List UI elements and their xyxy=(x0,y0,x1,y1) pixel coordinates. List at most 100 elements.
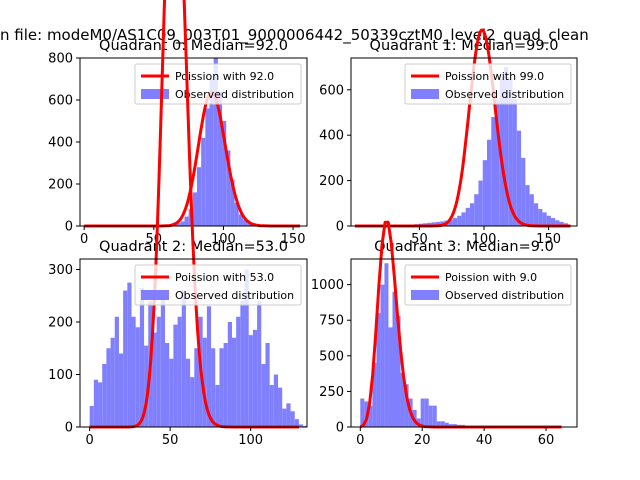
histogram-bar xyxy=(252,329,258,427)
histogram-bar xyxy=(431,222,436,226)
legend-box xyxy=(404,63,572,105)
x-tick-label: 50 xyxy=(411,232,428,247)
histogram-bar xyxy=(269,385,274,427)
legend-label-poisson: Poission with 53.0 xyxy=(175,271,274,284)
histogram-bar xyxy=(89,406,94,427)
poisson-curve xyxy=(354,28,571,228)
histogram-bar xyxy=(227,322,232,427)
histogram-bar xyxy=(230,179,235,226)
histogram-bar xyxy=(222,121,227,226)
legend: Poission with 9.0 Observed distribution xyxy=(404,264,572,306)
histogram-bar xyxy=(160,298,166,427)
histogram-bar xyxy=(282,408,287,427)
legend: Poission with 99.0 Observed distribution xyxy=(404,63,572,105)
histogram-bar xyxy=(114,316,119,427)
x-tick-label: 100 xyxy=(472,232,497,247)
histogram-bar xyxy=(372,362,377,427)
y-tick-label: 600 xyxy=(319,83,344,98)
histogram-bar xyxy=(278,387,283,427)
histogram-bar xyxy=(131,316,136,427)
histogram-bar xyxy=(102,364,107,427)
histogram-bar xyxy=(465,207,470,226)
histogram-bar xyxy=(521,157,526,226)
histogram-bar xyxy=(376,313,381,427)
histogram-bar xyxy=(550,218,556,226)
histogram-bar xyxy=(240,301,245,427)
histogram-bar xyxy=(139,287,145,427)
y-tick-label: 800 xyxy=(48,52,73,67)
y-tick-label: 300 xyxy=(48,263,73,278)
histogram-bar xyxy=(303,425,308,427)
histogram-bar xyxy=(173,324,178,427)
histogram-bar xyxy=(461,212,466,226)
histogram-bar xyxy=(209,79,214,226)
legend-box xyxy=(134,63,302,105)
histogram-bar xyxy=(533,203,539,226)
histogram-bar xyxy=(169,358,174,427)
histogram-bar xyxy=(525,185,530,226)
subplot-quadrant-0: Quadrant 0: Median=92.00 50 100 15002004006… xyxy=(48,38,308,247)
legend: Poission with 92.0 Observed distribution xyxy=(134,63,302,105)
histogram-bar xyxy=(491,117,496,226)
legend-bar-swatch xyxy=(141,89,169,99)
y-tick-label: 400 xyxy=(48,136,73,151)
y-tick-label: 250 xyxy=(319,385,344,400)
subplot-title: Quadrant 3: Median=9.0 xyxy=(374,239,554,255)
subplot-title: Quadrant 0: Median=92.0 xyxy=(99,38,288,54)
y-tick-label: 750 xyxy=(319,314,344,329)
y-tick-label: 200 xyxy=(48,178,73,193)
histogram-bar xyxy=(428,405,433,427)
histogram-bar xyxy=(219,348,224,427)
histogram-bar xyxy=(192,192,197,226)
legend-label-observed: Observed distribution xyxy=(445,289,564,302)
figure-title: n file: modeM0/AS1C09_003T01_9000006442_… xyxy=(0,26,589,45)
histogram-bar xyxy=(213,58,218,226)
subplot-quadrant-3: Quadrant 3: Median=9.00 20 40 6002505007501… xyxy=(311,220,578,448)
histogram-bar xyxy=(400,372,405,427)
histogram-bar xyxy=(495,98,500,226)
histogram-bar xyxy=(538,208,543,226)
subplot-title: Quadrant 1: Median=99.0 xyxy=(370,38,559,54)
histogram-bar xyxy=(555,220,560,226)
histogram-bar xyxy=(223,343,228,427)
histogram-bar xyxy=(384,263,389,427)
histogram-bar xyxy=(427,222,432,226)
histogram-bar xyxy=(180,221,185,226)
histogram-bar xyxy=(211,348,216,427)
histogram-bar xyxy=(185,358,191,427)
histogram-bar xyxy=(106,348,111,427)
legend: Poission with 53.0 Observed distribution xyxy=(134,264,302,306)
histogram-bar xyxy=(118,353,124,427)
histogram-bar xyxy=(448,219,453,226)
histogram-bar xyxy=(516,130,522,226)
x-tick-label: 0 xyxy=(356,433,364,448)
histogram-bar xyxy=(457,215,462,226)
histogram-bar xyxy=(257,301,262,427)
histogram-bar xyxy=(469,203,475,226)
x-tick-label: 100 xyxy=(211,232,236,247)
histogram-bar xyxy=(201,137,206,226)
legend-label-observed: Observed distribution xyxy=(445,88,564,101)
histogram-bar xyxy=(181,290,186,427)
histogram-bar xyxy=(404,384,409,427)
y-tick-label: 400 xyxy=(319,129,344,144)
x-tick-label: 150 xyxy=(536,232,561,247)
histogram-bar xyxy=(194,348,199,427)
histogram-bar xyxy=(478,180,483,226)
histogram-bar xyxy=(98,382,103,427)
axes-frame xyxy=(350,258,578,428)
histogram-bar xyxy=(206,306,212,427)
histogram-bar xyxy=(298,424,304,427)
legend-bar-swatch xyxy=(411,290,439,300)
histogram-bar xyxy=(226,150,231,226)
histogram-bar xyxy=(388,327,393,427)
histogram-bar xyxy=(202,337,207,427)
histogram-bar xyxy=(360,398,365,427)
histogram-bar xyxy=(508,78,513,226)
legend-label-observed: Observed distribution xyxy=(175,88,294,101)
x-tick-label: 40 xyxy=(476,433,493,448)
x-tick-label: 60 xyxy=(538,433,555,448)
histogram-bar xyxy=(127,282,132,427)
legend-box xyxy=(134,264,302,306)
